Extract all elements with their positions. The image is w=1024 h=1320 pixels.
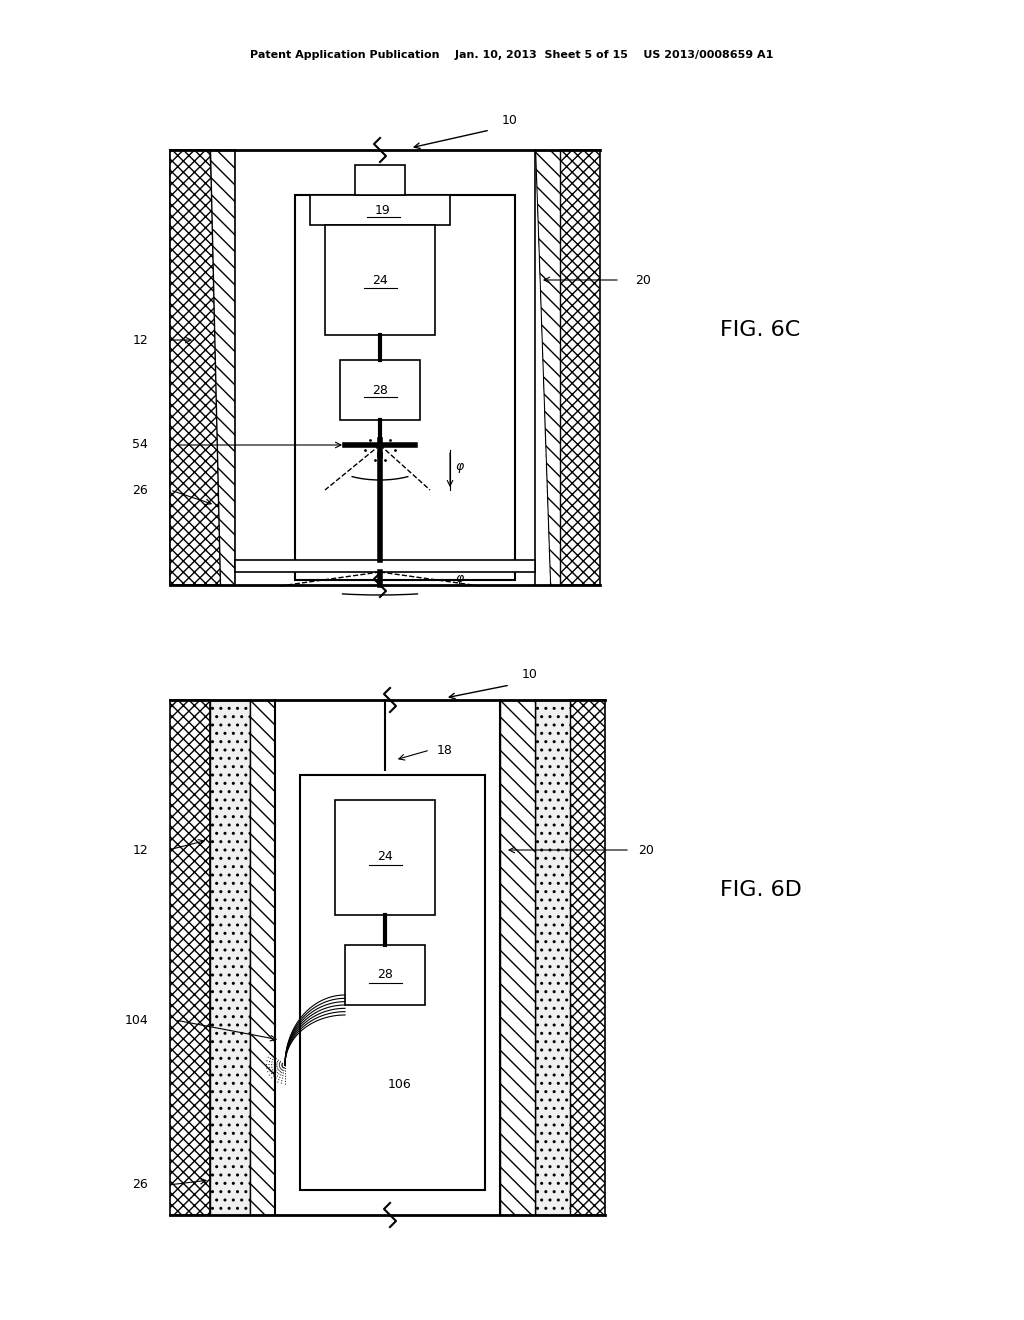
Bar <box>335 800 435 915</box>
Text: 106: 106 <box>388 1078 412 1092</box>
Bar <box>325 224 435 335</box>
Bar <box>210 700 250 1214</box>
Text: 10: 10 <box>522 668 538 681</box>
Polygon shape <box>535 150 560 585</box>
Text: FIG. 6D: FIG. 6D <box>720 880 802 900</box>
Text: 12: 12 <box>132 334 148 346</box>
Polygon shape <box>535 150 600 585</box>
Bar <box>300 775 485 1191</box>
Bar <box>170 700 210 1214</box>
Polygon shape <box>210 150 234 585</box>
Text: 28: 28 <box>372 384 388 396</box>
Text: 104: 104 <box>124 1014 148 1027</box>
Bar <box>535 700 570 1214</box>
Text: FIG. 6C: FIG. 6C <box>720 319 800 341</box>
Polygon shape <box>234 150 550 585</box>
Bar <box>275 700 500 1214</box>
Text: 10: 10 <box>502 114 518 127</box>
Text: $\varphi$: $\varphi$ <box>455 573 465 587</box>
Text: 18: 18 <box>437 743 453 756</box>
Text: 20: 20 <box>635 273 651 286</box>
Polygon shape <box>210 150 240 585</box>
Polygon shape <box>170 150 210 585</box>
Bar <box>250 700 275 1214</box>
Text: 12: 12 <box>132 843 148 857</box>
Text: 19: 19 <box>375 203 391 216</box>
Bar <box>295 195 515 579</box>
Text: 20: 20 <box>638 843 654 857</box>
Bar <box>234 560 535 572</box>
Bar <box>340 360 420 420</box>
Text: $\varphi$: $\varphi$ <box>455 461 465 475</box>
Bar <box>345 945 425 1005</box>
Text: 26: 26 <box>132 483 148 496</box>
Text: 54: 54 <box>132 438 148 451</box>
Bar <box>355 165 406 195</box>
Polygon shape <box>170 150 234 585</box>
Bar <box>570 700 605 1214</box>
Text: 28: 28 <box>377 969 393 982</box>
Text: 24: 24 <box>372 273 388 286</box>
Text: Patent Application Publication    Jan. 10, 2013  Sheet 5 of 15    US 2013/000865: Patent Application Publication Jan. 10, … <box>250 50 774 59</box>
Text: 26: 26 <box>132 1179 148 1192</box>
Bar <box>500 700 535 1214</box>
Bar <box>310 195 450 224</box>
Text: 24: 24 <box>377 850 393 863</box>
